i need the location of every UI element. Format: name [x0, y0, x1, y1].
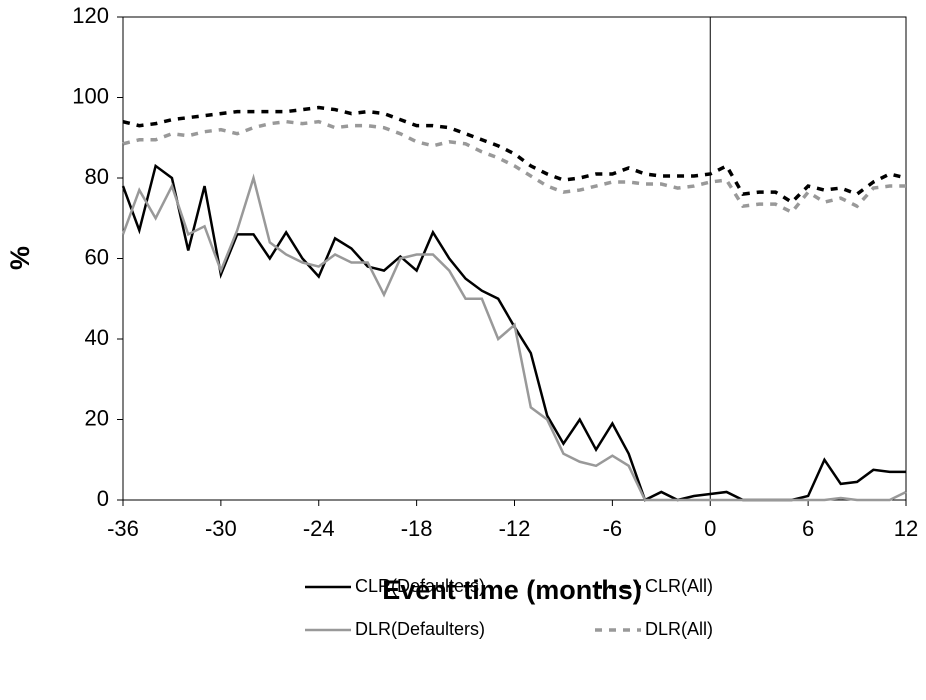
- series-line: [122, 119, 906, 215]
- y-tick-label: 0: [97, 486, 109, 511]
- x-tick-label: -24: [303, 516, 335, 541]
- y-axis-title: %: [5, 246, 35, 270]
- x-tick-label: 12: [894, 516, 918, 541]
- x-tick-label: -36: [107, 516, 139, 541]
- legend-label: DLR(Defaulters): [355, 619, 485, 639]
- x-tick-label: -12: [499, 516, 531, 541]
- x-tick-label: 6: [802, 516, 814, 541]
- x-tick-label: -6: [603, 516, 623, 541]
- y-tick-label: 120: [72, 3, 109, 28]
- plot-frame: [122, 16, 907, 501]
- y-tick-label: 20: [85, 405, 109, 430]
- x-tick-label: -30: [205, 516, 237, 541]
- y-tick-label: 80: [85, 164, 109, 189]
- legend-label: DLR(All): [645, 619, 713, 639]
- y-tick-label: 40: [85, 325, 109, 350]
- x-axis-title: Event time (months): [382, 575, 642, 605]
- series-line: [121, 173, 907, 502]
- y-tick-label: 100: [72, 83, 109, 108]
- series-line: [122, 105, 907, 205]
- x-tick-label: 0: [704, 516, 716, 541]
- y-tick-label: 60: [85, 244, 109, 269]
- legend-label: CLR(Defaulters): [355, 576, 485, 596]
- x-tick-label: -18: [401, 516, 433, 541]
- legend-label: CLR(All): [645, 576, 713, 596]
